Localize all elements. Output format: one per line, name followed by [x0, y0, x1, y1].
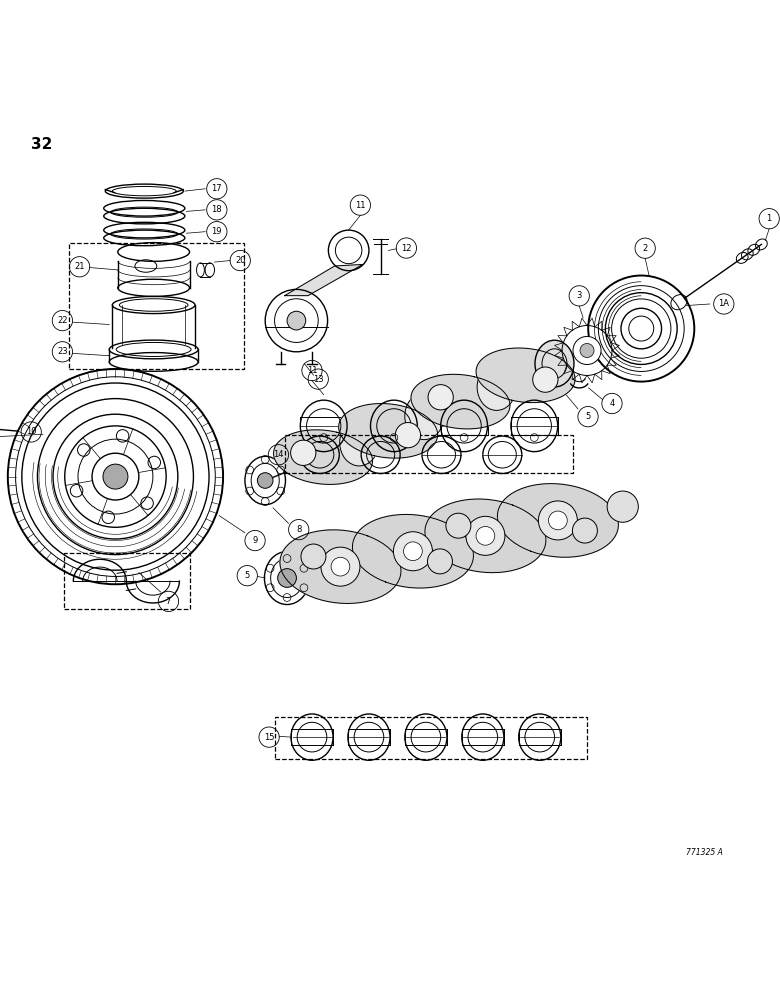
- Circle shape: [428, 385, 453, 410]
- Polygon shape: [425, 499, 546, 573]
- Bar: [275, 717, 587, 759]
- Polygon shape: [285, 264, 363, 296]
- Polygon shape: [274, 430, 373, 484]
- Text: 10: 10: [26, 427, 37, 436]
- Text: 12: 12: [401, 244, 412, 253]
- Text: 771325 A: 771325 A: [686, 848, 723, 857]
- Circle shape: [403, 542, 422, 561]
- Text: 17: 17: [211, 184, 222, 193]
- Circle shape: [301, 544, 326, 569]
- Text: 1A: 1A: [718, 299, 729, 308]
- Text: 23: 23: [57, 347, 68, 356]
- Circle shape: [287, 311, 306, 330]
- Circle shape: [533, 367, 558, 392]
- Circle shape: [476, 526, 495, 545]
- Circle shape: [446, 513, 471, 538]
- Text: 5: 5: [586, 412, 590, 421]
- Circle shape: [580, 343, 594, 357]
- Text: 11: 11: [355, 201, 366, 210]
- Text: 32: 32: [31, 137, 52, 152]
- Text: 13: 13: [313, 375, 324, 384]
- Text: 20: 20: [235, 256, 246, 265]
- Circle shape: [321, 547, 360, 586]
- Circle shape: [548, 511, 567, 530]
- Ellipse shape: [340, 419, 379, 466]
- Text: 2: 2: [643, 244, 648, 253]
- Circle shape: [607, 491, 638, 522]
- Circle shape: [573, 518, 597, 543]
- Circle shape: [427, 549, 452, 574]
- Text: 9: 9: [253, 536, 257, 545]
- Text: 5: 5: [245, 571, 250, 580]
- Bar: [285, 435, 573, 473]
- Circle shape: [257, 473, 273, 488]
- Bar: [64, 553, 190, 609]
- Ellipse shape: [477, 364, 516, 410]
- Text: 4: 4: [609, 399, 615, 408]
- Circle shape: [278, 569, 296, 587]
- Ellipse shape: [405, 393, 444, 440]
- Polygon shape: [476, 348, 575, 403]
- Polygon shape: [498, 484, 619, 557]
- Circle shape: [103, 464, 128, 489]
- Bar: [69, 243, 244, 369]
- Circle shape: [573, 336, 601, 365]
- Polygon shape: [339, 404, 438, 458]
- Text: 8: 8: [296, 525, 301, 534]
- Circle shape: [393, 532, 432, 571]
- Circle shape: [466, 516, 505, 555]
- Text: 7: 7: [166, 597, 171, 606]
- Text: 22: 22: [57, 316, 68, 325]
- Text: 11: 11: [307, 366, 317, 375]
- Circle shape: [538, 501, 577, 540]
- Text: 14: 14: [273, 450, 284, 459]
- Circle shape: [331, 557, 349, 576]
- Polygon shape: [280, 530, 401, 603]
- Ellipse shape: [535, 340, 574, 387]
- Text: 3: 3: [576, 291, 582, 300]
- Circle shape: [395, 423, 420, 448]
- Text: 21: 21: [74, 262, 85, 271]
- Text: 15: 15: [264, 733, 275, 742]
- Polygon shape: [411, 374, 510, 429]
- Text: 19: 19: [211, 227, 222, 236]
- Text: 18: 18: [211, 205, 222, 214]
- Circle shape: [291, 440, 316, 465]
- Text: 1: 1: [767, 214, 772, 223]
- Polygon shape: [353, 514, 473, 588]
